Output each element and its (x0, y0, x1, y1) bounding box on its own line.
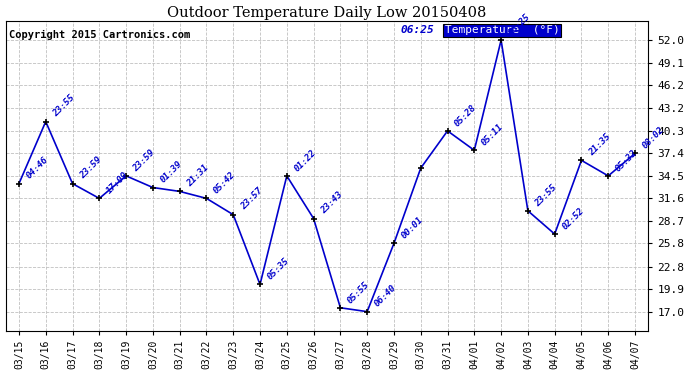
Text: 00:01: 00:01 (400, 215, 425, 241)
Text: 23:55: 23:55 (533, 183, 559, 208)
Text: 17:09: 17:09 (105, 170, 130, 196)
Text: 06:25: 06:25 (506, 12, 532, 38)
Text: 23:43: 23:43 (319, 190, 344, 216)
Text: 06:25: 06:25 (401, 26, 435, 35)
Text: 04:46: 04:46 (25, 156, 50, 181)
Text: 23:57: 23:57 (239, 186, 264, 212)
Text: 05:42: 05:42 (212, 170, 237, 196)
Text: 01:22: 01:22 (293, 148, 317, 173)
Text: 23:59: 23:59 (132, 148, 157, 173)
Text: 21:31: 21:31 (185, 163, 210, 189)
Text: 21:35: 21:35 (587, 132, 612, 158)
Text: 05:55: 05:55 (346, 280, 371, 305)
Text: 05:28: 05:28 (453, 103, 478, 128)
Text: 23:55: 23:55 (51, 93, 77, 119)
Text: 05:35: 05:35 (266, 256, 291, 282)
Text: 01:39: 01:39 (159, 159, 184, 185)
Text: Copyright 2015 Cartronics.com: Copyright 2015 Cartronics.com (9, 30, 190, 40)
Text: 23:59: 23:59 (78, 156, 104, 181)
Text: 06:40: 06:40 (373, 284, 398, 309)
Text: 02:52: 02:52 (560, 206, 586, 231)
Title: Outdoor Temperature Daily Low 20150408: Outdoor Temperature Daily Low 20150408 (167, 6, 486, 20)
Text: 05:11: 05:11 (480, 122, 505, 147)
Text: 08:02: 08:02 (640, 125, 666, 151)
Text: Temperature  (°F): Temperature (°F) (444, 26, 560, 35)
Text: 05:32: 05:32 (614, 148, 639, 173)
